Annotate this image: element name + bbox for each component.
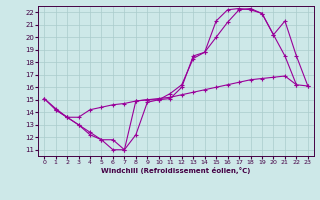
X-axis label: Windchill (Refroidissement éolien,°C): Windchill (Refroidissement éolien,°C): [101, 167, 251, 174]
